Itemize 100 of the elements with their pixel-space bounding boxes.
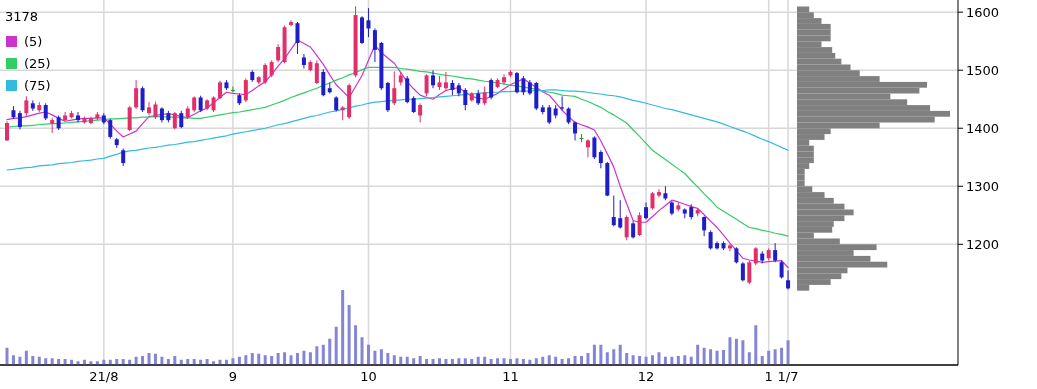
legend-label: (25) (24, 56, 51, 71)
bar (244, 355, 248, 365)
candlestick (727, 243, 732, 252)
bar (618, 344, 622, 365)
bar (386, 353, 390, 365)
bar (786, 340, 790, 365)
x-tick-label: 12 (637, 369, 655, 384)
candlestick (489, 77, 494, 100)
bar (276, 353, 280, 365)
legend-label: (75) (24, 78, 51, 93)
bar (657, 352, 661, 365)
bar (347, 305, 351, 365)
x-tick-label: 10 (360, 369, 377, 384)
bar (547, 355, 551, 365)
bar (780, 347, 784, 365)
x-tick-label: 9 (228, 369, 238, 384)
bar (567, 358, 571, 365)
bar (289, 355, 293, 365)
bar (502, 358, 506, 365)
bar (515, 358, 519, 365)
bar (231, 358, 235, 365)
x-tick-label: 1 (764, 369, 773, 384)
candlestick (747, 260, 752, 285)
candlestick (230, 85, 235, 93)
candlestick (127, 105, 132, 132)
bar (373, 350, 377, 365)
bar (263, 355, 267, 365)
bar (283, 352, 287, 365)
candlestick (463, 87, 468, 111)
bar (586, 353, 590, 365)
bar (754, 325, 758, 365)
bar (302, 350, 306, 365)
candlestick (418, 102, 423, 123)
candlestick (140, 85, 145, 113)
bar (354, 325, 358, 365)
bar (747, 352, 751, 365)
bar (773, 349, 777, 365)
bar (379, 349, 383, 365)
x-tick-label: 11 (502, 369, 519, 384)
bar (534, 358, 538, 365)
bar (496, 358, 500, 365)
candlestick (656, 188, 661, 198)
bar (734, 338, 738, 365)
candlestick (289, 19, 294, 27)
text: 3178 (5, 9, 39, 24)
candlestick (560, 95, 565, 111)
bar (24, 350, 28, 365)
bar (722, 350, 726, 365)
bar (463, 358, 467, 365)
bar (741, 340, 745, 365)
bar (250, 353, 254, 365)
bar (341, 290, 345, 365)
candlestick (637, 211, 642, 237)
candlestick (482, 85, 487, 106)
bar (625, 353, 629, 365)
candlestick (443, 71, 448, 92)
bar (605, 352, 609, 365)
y-tick-label: 1200 (966, 236, 1000, 252)
x-tick-label: 21/8 (89, 369, 119, 384)
candlestick (243, 77, 248, 103)
bar (11, 355, 15, 365)
y-tick-label: 1400 (966, 120, 1000, 136)
candlestick (218, 80, 223, 100)
candlestick (715, 240, 720, 251)
bar (709, 349, 713, 365)
y-tick-label: 1300 (966, 178, 1000, 194)
candlestick (573, 120, 578, 141)
candlestick (263, 62, 268, 85)
candlestick (372, 27, 377, 63)
bar (457, 358, 461, 365)
legend-label: (5) (24, 34, 43, 49)
bar (599, 344, 603, 365)
candlestick (786, 269, 791, 291)
candlestick (592, 135, 597, 160)
bar (696, 344, 700, 365)
candlestick (702, 215, 707, 237)
candlestick (624, 214, 629, 241)
bar (315, 346, 319, 365)
bar (321, 344, 325, 365)
candlestick (134, 79, 139, 110)
candlestick (708, 229, 713, 251)
bar (328, 338, 332, 365)
bar (308, 352, 312, 365)
bar (147, 353, 151, 365)
bar (631, 355, 635, 365)
candlestick (502, 73, 507, 85)
candlestick (295, 21, 300, 55)
candlestick (611, 195, 616, 227)
x-tick-label: 1/7 (777, 369, 799, 384)
bar (683, 355, 687, 365)
candlestick (392, 70, 397, 106)
bar (702, 347, 706, 365)
candlestick (108, 118, 113, 140)
y-tick-label: 1600 (966, 4, 1000, 20)
candlestick (24, 95, 29, 118)
candlestick (521, 75, 526, 96)
bar (412, 358, 416, 365)
candlestick (147, 101, 152, 116)
candlestick (547, 104, 552, 125)
bar (334, 326, 338, 365)
